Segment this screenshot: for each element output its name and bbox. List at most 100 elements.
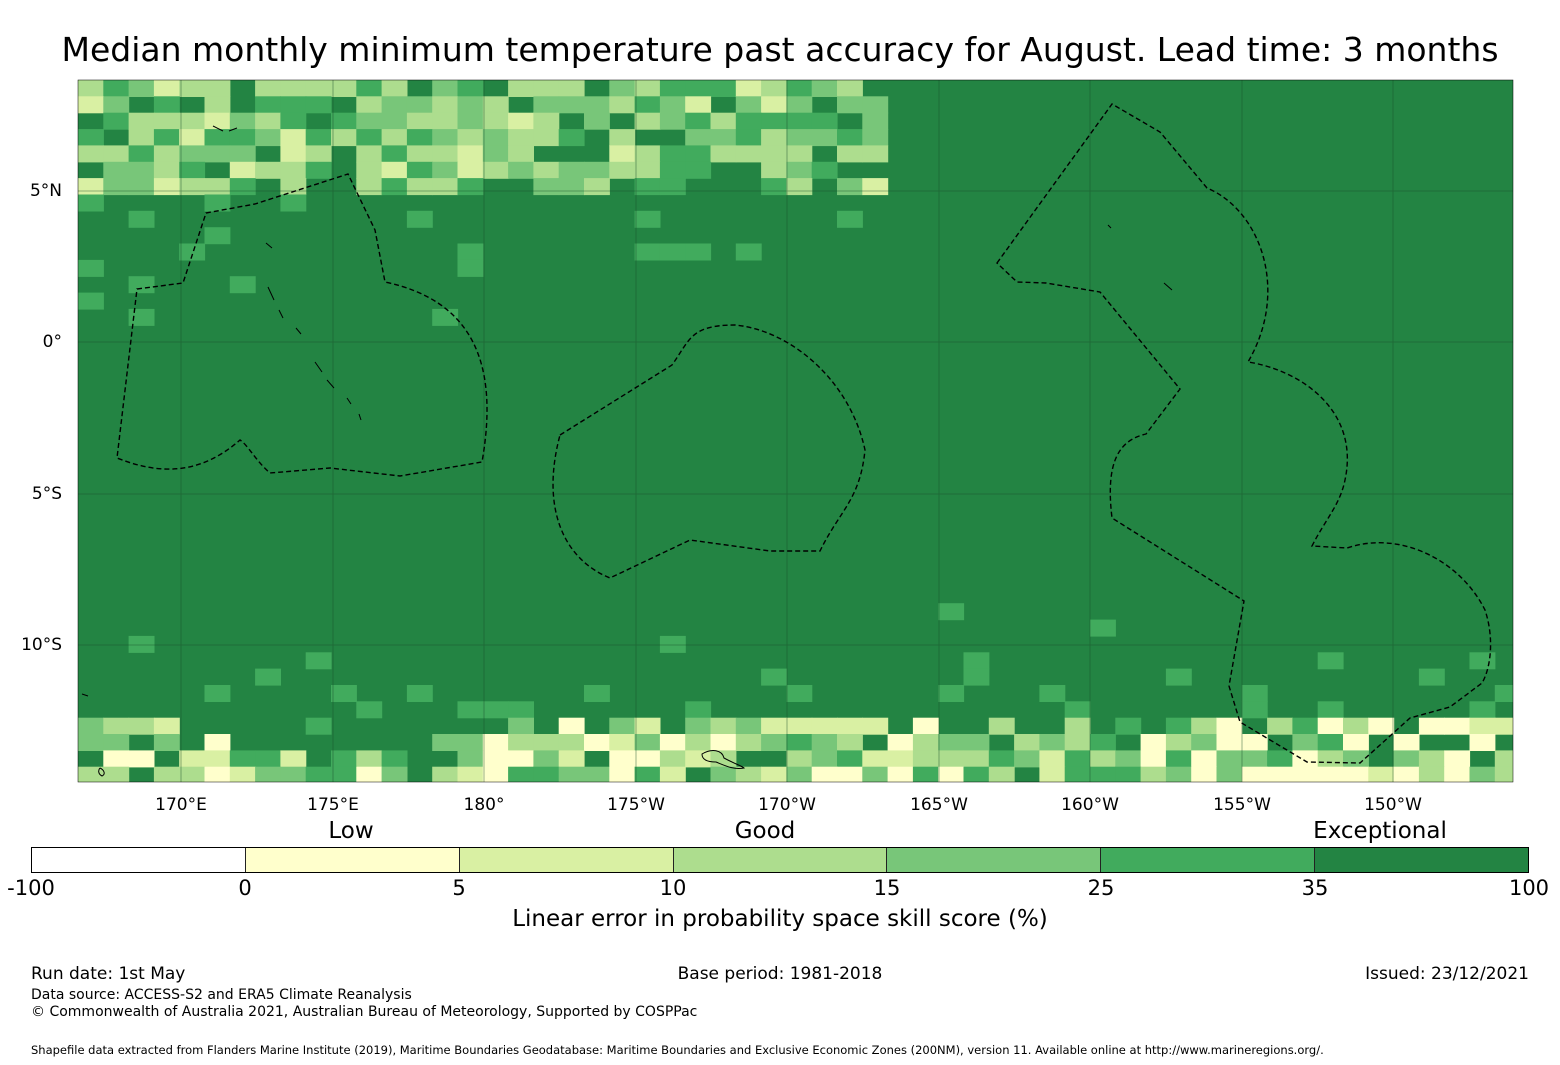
skill-cell	[482, 701, 509, 719]
skill-cell	[558, 734, 585, 751]
skill-cell	[761, 734, 787, 751]
skill-cell	[153, 178, 180, 196]
skill-cell	[78, 734, 104, 751]
skill-cell	[482, 112, 509, 130]
skill-cell	[179, 178, 206, 196]
skill-cell	[659, 734, 686, 751]
skill-cell	[938, 734, 965, 751]
skill-cell	[735, 145, 762, 163]
skill-cell	[1267, 717, 1293, 735]
colorbar	[31, 847, 1529, 873]
skill-cell	[558, 96, 585, 114]
skill-cell	[811, 766, 838, 782]
skill-cell	[710, 145, 737, 163]
skill-cell	[103, 734, 130, 751]
skill-cell	[786, 178, 813, 196]
skill-cell	[128, 210, 155, 228]
skill-cell	[381, 161, 408, 179]
skill-cell	[761, 178, 787, 196]
skill-cell	[811, 161, 838, 179]
skill-cell	[786, 750, 813, 768]
skill-cell	[103, 145, 130, 163]
skill-cell	[1064, 766, 1091, 782]
skill-cell	[204, 194, 231, 212]
skill-cell	[153, 717, 180, 735]
skill-cell	[432, 178, 459, 196]
skill-cell	[179, 80, 206, 97]
skill-cell	[1343, 717, 1369, 735]
skill-cell	[179, 750, 206, 768]
skill-cell	[457, 96, 484, 114]
skill-cell	[1444, 766, 1471, 782]
skill-cell	[862, 717, 889, 735]
skill-cell	[204, 145, 231, 163]
skill-cell	[1064, 701, 1091, 719]
skill-cell	[1469, 766, 1496, 782]
skill-cell	[103, 750, 130, 768]
skill-cell	[406, 161, 433, 179]
skill-cell	[356, 161, 383, 179]
skill-cell	[204, 129, 231, 147]
skill-cell	[229, 129, 256, 147]
colorbar-label: Linear error in probability space skill …	[512, 906, 1048, 932]
skill-cell	[280, 766, 307, 782]
skill-cell	[1241, 750, 1268, 768]
skill-cell	[558, 129, 585, 147]
skill-cell	[229, 145, 256, 163]
skill-cell	[508, 161, 534, 179]
skill-cell	[153, 96, 180, 114]
skill-cell	[356, 112, 383, 130]
skill-cell	[609, 766, 636, 782]
skill-cell	[837, 80, 863, 97]
coastline-wallis-futuna	[81, 693, 105, 777]
skill-cell	[609, 129, 636, 147]
skill-cell	[811, 734, 838, 751]
skill-cell	[128, 112, 155, 130]
eez-boundary-tuvalu-kiribati-west	[116, 173, 488, 477]
skill-cell	[280, 96, 307, 114]
skill-cell	[128, 129, 155, 147]
skill-cell	[685, 161, 712, 179]
skill-cell	[1191, 717, 1218, 735]
skill-cell	[938, 750, 965, 768]
skill-cell	[634, 161, 661, 179]
skill-cell	[710, 734, 737, 751]
coastline-tuvalu	[314, 361, 362, 421]
colorbar-segment	[673, 848, 888, 872]
skill-cell	[204, 227, 231, 245]
skill-cell	[78, 717, 104, 735]
skill-cell	[659, 161, 686, 179]
skill-cell	[1368, 766, 1395, 782]
skill-cell	[255, 80, 281, 97]
skill-cell	[406, 685, 433, 702]
skill-cell	[432, 112, 459, 130]
skill-cell	[533, 750, 560, 768]
skill-cell	[1418, 717, 1445, 735]
colorbar-tick: 35	[1301, 876, 1329, 900]
skill-cell	[432, 96, 459, 114]
skill-cell	[482, 96, 509, 114]
skill-cell	[381, 178, 408, 196]
skill-cell	[609, 750, 636, 768]
skill-cell	[685, 243, 712, 261]
skill-cell	[1267, 766, 1293, 782]
skill-cell	[1418, 766, 1445, 782]
skill-cell	[1064, 717, 1091, 735]
skill-cell	[457, 112, 484, 130]
skill-cell	[432, 766, 459, 782]
skill-cell	[78, 80, 104, 97]
skill-cell	[331, 112, 357, 130]
skill-cell	[1292, 766, 1319, 782]
skill-cell	[128, 308, 155, 326]
skill-cell	[1317, 734, 1344, 751]
skill-cell	[331, 685, 357, 702]
skill-cell	[128, 80, 155, 97]
skill-cell	[381, 80, 408, 97]
skill-cell	[634, 750, 661, 768]
skill-cell	[1292, 717, 1319, 735]
skill-cell	[837, 129, 863, 147]
eez-boundary-kiribati-line	[996, 103, 1492, 764]
skill-cell	[710, 717, 737, 735]
skill-cell	[710, 129, 737, 147]
skill-cell	[179, 161, 206, 179]
